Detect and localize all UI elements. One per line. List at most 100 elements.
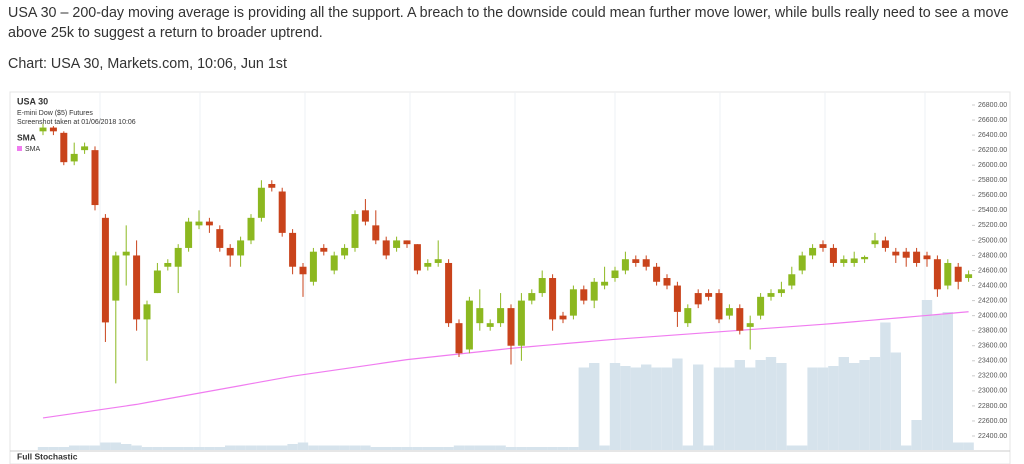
candle-body xyxy=(736,308,744,331)
y-tick-label: 22800.00 xyxy=(978,403,1007,410)
volume-bar xyxy=(921,300,933,450)
y-tick-label: 24200.00 xyxy=(978,297,1007,304)
sma-line xyxy=(42,311,969,419)
volume-bar xyxy=(807,367,818,450)
candle-body xyxy=(434,259,442,263)
volume-bar xyxy=(401,447,413,450)
candle-body xyxy=(881,240,889,248)
y-tick-label: 26600.00 xyxy=(978,117,1007,124)
y-tick-label: 24800.00 xyxy=(978,252,1007,259)
y-tick-label: 26400.00 xyxy=(978,132,1007,139)
volume-bar xyxy=(547,447,558,450)
candle-body xyxy=(590,281,598,301)
volume-bar xyxy=(79,445,90,450)
volume-bar xyxy=(100,442,111,450)
volume-bar xyxy=(817,367,829,450)
indicator-title: SMA xyxy=(17,132,36,142)
volume-bar xyxy=(381,447,392,450)
candle-body xyxy=(361,210,369,222)
candle-body xyxy=(944,262,952,286)
candle-body xyxy=(403,240,411,245)
candle-body xyxy=(746,323,754,327)
volume-bar xyxy=(58,447,69,450)
candle-body xyxy=(611,270,619,279)
chart-source: Chart: USA 30, Markets.com, 10:06, Jun 1… xyxy=(8,56,287,72)
volume-bar xyxy=(703,445,714,450)
candle-body xyxy=(476,308,484,324)
volume-bar xyxy=(297,442,309,450)
candle-body xyxy=(819,244,827,248)
volume-bar xyxy=(121,444,132,450)
volume-bar xyxy=(391,447,402,450)
legend-swatch xyxy=(17,146,22,151)
volume-bar xyxy=(526,447,537,450)
candle-body xyxy=(777,289,785,294)
candle-body xyxy=(49,127,57,132)
volume-bar xyxy=(277,445,288,450)
volume-bar xyxy=(141,447,153,450)
candle-body xyxy=(205,221,213,226)
candle-body xyxy=(809,247,817,256)
candle-body xyxy=(70,153,78,162)
volume-bar xyxy=(537,447,548,450)
volume-bar xyxy=(901,445,912,450)
legend-label: SMA xyxy=(25,146,41,153)
candle-body xyxy=(601,281,609,286)
candle-body xyxy=(299,266,307,275)
candle-body xyxy=(372,225,380,241)
y-tick-label: 23000.00 xyxy=(978,388,1007,395)
y-tick-label: 22600.00 xyxy=(978,418,1007,425)
volume-bar xyxy=(630,367,641,450)
candle-body xyxy=(632,259,640,263)
y-tick-label: 23400.00 xyxy=(978,358,1007,365)
y-tick-label: 26200.00 xyxy=(978,147,1007,154)
candle-body xyxy=(642,259,650,267)
volume-bar xyxy=(734,360,745,450)
candle-body xyxy=(725,308,733,316)
volume-bar xyxy=(110,442,121,450)
volume-bar xyxy=(204,447,215,450)
candle-body xyxy=(829,247,837,263)
candle-body xyxy=(174,247,182,267)
volume-bar xyxy=(256,445,267,450)
candle-body xyxy=(330,255,338,271)
volume-bar xyxy=(495,445,506,450)
y-tick-label: 25600.00 xyxy=(978,192,1007,199)
vertical-grid xyxy=(99,92,926,450)
volume-bar xyxy=(464,445,475,450)
candle-body xyxy=(413,244,421,271)
volume-bar xyxy=(661,367,673,450)
volume-bar xyxy=(724,367,735,450)
candle-body xyxy=(767,293,775,297)
volume-bar xyxy=(131,445,142,450)
volume-bar xyxy=(48,447,59,450)
candle-body xyxy=(663,278,671,286)
volume-bar xyxy=(225,445,236,450)
candle-body xyxy=(39,127,47,132)
y-tick-label: 22400.00 xyxy=(978,433,1007,440)
volume-bar xyxy=(745,367,756,450)
volume-bar xyxy=(859,360,870,450)
candle-body xyxy=(788,274,796,286)
article-paragraph: USA 30 – 200-day moving average is provi… xyxy=(8,5,1009,41)
candle-body xyxy=(861,256,869,260)
candle-body xyxy=(871,240,879,245)
volume-bar xyxy=(214,447,225,450)
volume-bar xyxy=(505,447,517,450)
candle-body xyxy=(216,229,224,248)
y-tick-label: 24000.00 xyxy=(978,312,1007,319)
candle-body xyxy=(538,278,546,294)
volume-bar xyxy=(890,352,901,450)
volume-bar xyxy=(880,322,891,450)
volume-bar xyxy=(329,445,340,450)
candle-body xyxy=(954,266,962,282)
candle-body xyxy=(309,251,317,282)
volume-bar xyxy=(69,445,80,450)
volume-bar xyxy=(37,447,49,450)
volume-bar xyxy=(672,358,683,450)
candle-body xyxy=(101,217,109,323)
y-tick-label: 25800.00 xyxy=(978,177,1007,184)
y-tick-label: 26000.00 xyxy=(978,162,1007,169)
